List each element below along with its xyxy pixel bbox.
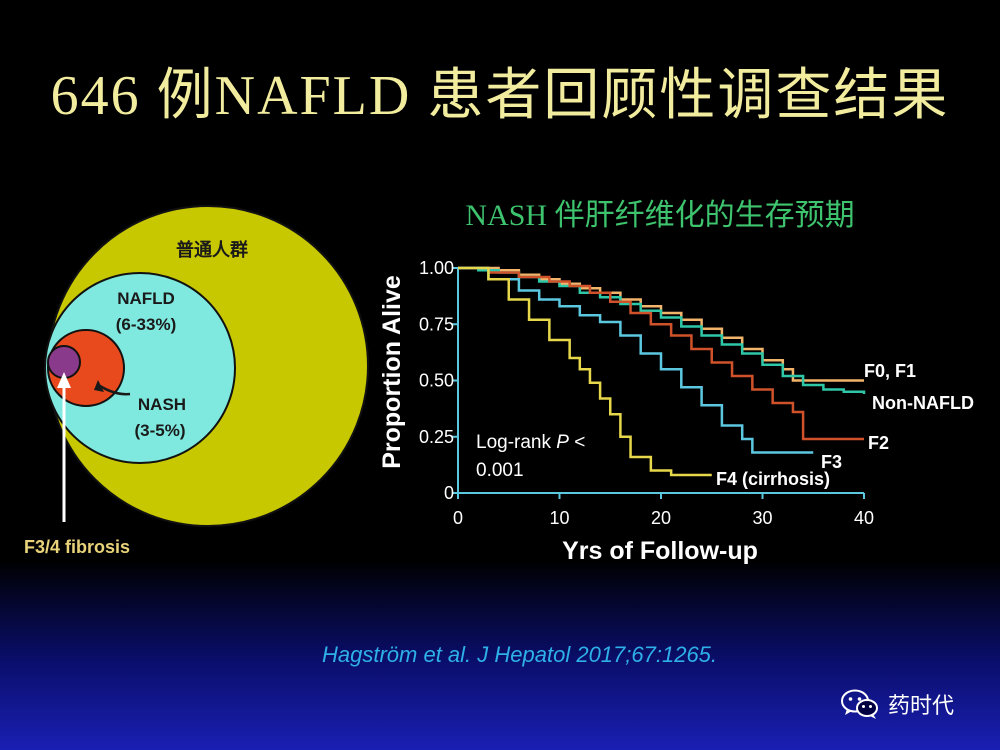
series-line-0 bbox=[458, 266, 864, 382]
y-tick-label: 0 bbox=[444, 483, 454, 503]
x-tick-label: 0 bbox=[453, 508, 463, 528]
series-label-f0-f1: F0, F1 bbox=[864, 361, 916, 381]
series-label-f4: F4 (cirrhosis) bbox=[716, 469, 830, 489]
watermark: 药时代 bbox=[840, 688, 954, 720]
log-rank-lt: < bbox=[569, 432, 585, 453]
series-label-f2: F2 bbox=[868, 433, 889, 453]
log-rank-text: Log-rank bbox=[476, 432, 556, 453]
nash-pointer-arrowhead bbox=[94, 380, 104, 392]
log-rank-pvalue: 0.001 bbox=[476, 460, 524, 481]
log-rank-p: P bbox=[556, 432, 569, 453]
citation: Hagström et al. J Hepatol 2017;67:1265. bbox=[322, 642, 718, 667]
series-line-4 bbox=[458, 266, 712, 477]
nafld-range: (6-33%) bbox=[116, 315, 176, 334]
series-label-f3: F3 bbox=[821, 452, 842, 472]
chart-ticks: 0 10 20 30 40 0 0.25 0.50 0.75 1.00 bbox=[419, 258, 874, 528]
general-population-label: 普通人群 bbox=[176, 239, 248, 260]
wechat-icon bbox=[841, 689, 878, 719]
y-tick-label: 0.75 bbox=[419, 314, 454, 334]
nash-pointer-arrow bbox=[99, 384, 131, 396]
series-label-non-nafld: Non-NAFLD bbox=[872, 393, 974, 413]
nash-label: NASH bbox=[138, 395, 186, 414]
watermark-text: 药时代 bbox=[888, 694, 955, 719]
x-tick-label: 10 bbox=[549, 508, 569, 528]
x-tick-label: 30 bbox=[752, 508, 772, 528]
x-axis-label: Yrs of Follow-up bbox=[562, 537, 758, 565]
nash-range: (3-5%) bbox=[134, 421, 185, 440]
y-axis-label: Proportion Alive bbox=[378, 275, 406, 469]
log-rank-annotation: Log-rank P < bbox=[476, 432, 585, 453]
chart-series bbox=[458, 266, 866, 477]
y-tick-label: 1.00 bbox=[419, 258, 454, 278]
slide-title: 646 例NAFLD 患者回顾性调查结果 bbox=[50, 65, 950, 127]
fibrosis-label: F3/4 fibrosis bbox=[24, 537, 130, 557]
series-line-2 bbox=[458, 266, 864, 441]
x-tick-label: 20 bbox=[651, 508, 671, 528]
y-tick-label: 0.25 bbox=[419, 427, 454, 447]
chart-title: NASH 伴肝纤维化的生存预期 bbox=[465, 199, 855, 232]
x-tick-label: 40 bbox=[854, 508, 874, 528]
nafld-circle bbox=[44, 272, 236, 464]
y-tick-label: 0.50 bbox=[419, 371, 454, 391]
fibrosis-pointer-arrowhead bbox=[57, 372, 71, 388]
nafld-label: NAFLD bbox=[117, 289, 175, 308]
series-line-3 bbox=[458, 266, 814, 454]
